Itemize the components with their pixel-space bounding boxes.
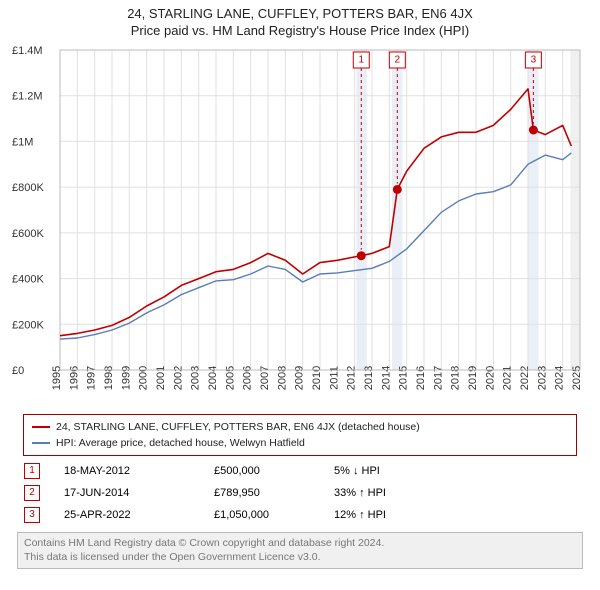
- svg-text:2022: 2022: [519, 366, 531, 390]
- svg-text:£200K: £200K: [12, 319, 44, 331]
- data-point-badge: 2: [24, 485, 40, 501]
- svg-text:£1.2M: £1.2M: [12, 91, 43, 103]
- data-points-table: 1 18-MAY-2012£500,0005% ↓ HPI 2 17-JUN-2014…: [24, 460, 576, 526]
- svg-text:2013: 2013: [363, 366, 375, 390]
- svg-text:2025: 2025: [571, 366, 583, 390]
- svg-text:1999: 1999: [120, 366, 132, 390]
- svg-text:2019: 2019: [467, 366, 479, 390]
- page-subtitle: Price paid vs. HM Land Registry's House …: [0, 21, 600, 42]
- data-point-row: 1 18-MAY-2012£500,0005% ↓ HPI: [24, 460, 576, 482]
- svg-text:2024: 2024: [554, 366, 566, 390]
- data-point-price: £789,950: [214, 487, 334, 499]
- svg-text:2015: 2015: [398, 366, 410, 390]
- legend-item: HPI: Average price, detached house, Welw…: [32, 435, 568, 451]
- svg-text:1995: 1995: [51, 366, 63, 390]
- data-point-pct: 5% ↓ HPI: [334, 465, 454, 477]
- svg-text:2000: 2000: [138, 366, 150, 390]
- page-title: 24, STARLING LANE, CUFFLEY, POTTERS BAR,…: [0, 0, 600, 21]
- legend: 24, STARLING LANE, CUFFLEY, POTTERS BAR,…: [23, 414, 577, 456]
- svg-text:£600K: £600K: [12, 228, 44, 240]
- data-point-badge: 1: [24, 463, 40, 479]
- svg-text:2009: 2009: [294, 366, 306, 390]
- data-point-price: £500,000: [214, 465, 334, 477]
- svg-text:3: 3: [531, 55, 537, 66]
- svg-text:2008: 2008: [276, 366, 288, 390]
- data-point-row: 2 17-JUN-2014£789,95033% ↑ HPI: [24, 482, 576, 504]
- svg-text:2020: 2020: [484, 366, 496, 390]
- svg-text:2010: 2010: [311, 366, 323, 390]
- data-point-badge: 3: [24, 507, 40, 523]
- legend-swatch: [32, 442, 50, 444]
- svg-text:2002: 2002: [172, 366, 184, 390]
- svg-text:2021: 2021: [502, 366, 514, 390]
- footer-note: Contains HM Land Registry data © Crown c…: [17, 532, 583, 569]
- svg-text:1: 1: [358, 55, 364, 66]
- svg-text:2004: 2004: [207, 366, 219, 390]
- svg-text:£0: £0: [12, 365, 24, 377]
- svg-text:2007: 2007: [259, 366, 271, 390]
- svg-text:2018: 2018: [450, 366, 462, 390]
- svg-text:2014: 2014: [380, 366, 392, 390]
- svg-text:£1.4M: £1.4M: [12, 45, 43, 57]
- svg-text:£1M: £1M: [12, 136, 33, 148]
- legend-swatch: [32, 426, 50, 428]
- svg-text:1997: 1997: [86, 366, 98, 390]
- svg-text:2003: 2003: [190, 366, 202, 390]
- footer-line-2: This data is licensed under the Open Gov…: [24, 551, 576, 565]
- svg-text:2005: 2005: [224, 366, 236, 390]
- data-point-date: 17-JUN-2014: [64, 487, 214, 499]
- svg-text:1996: 1996: [68, 366, 80, 390]
- data-point-date: 25-APR-2022: [64, 509, 214, 521]
- svg-text:2017: 2017: [432, 366, 444, 390]
- data-point-pct: 12% ↑ HPI: [334, 509, 454, 521]
- svg-text:2016: 2016: [415, 366, 427, 390]
- svg-text:2001: 2001: [155, 366, 167, 390]
- data-point-date: 18-MAY-2012: [64, 465, 214, 477]
- svg-text:2012: 2012: [346, 366, 358, 390]
- footer-line-1: Contains HM Land Registry data © Crown c…: [24, 537, 576, 551]
- svg-text:2023: 2023: [536, 366, 548, 390]
- svg-text:1998: 1998: [103, 366, 115, 390]
- data-point-row: 3 25-APR-2022£1,050,00012% ↑ HPI: [24, 504, 576, 526]
- svg-text:2: 2: [395, 55, 401, 66]
- svg-text:£800K: £800K: [12, 182, 44, 194]
- data-point-pct: 33% ↑ HPI: [334, 487, 454, 499]
- data-point-price: £1,050,000: [214, 509, 334, 521]
- svg-text:£400K: £400K: [12, 274, 44, 286]
- legend-item: 24, STARLING LANE, CUFFLEY, POTTERS BAR,…: [32, 419, 568, 435]
- legend-label: 24, STARLING LANE, CUFFLEY, POTTERS BAR,…: [56, 421, 420, 433]
- svg-text:2006: 2006: [242, 366, 254, 390]
- legend-label: HPI: Average price, detached house, Welw…: [56, 437, 305, 449]
- price-chart: £0 £200K £400K £600K £800K £1M £1.2M £1.4M 1995 1…: [10, 42, 590, 408]
